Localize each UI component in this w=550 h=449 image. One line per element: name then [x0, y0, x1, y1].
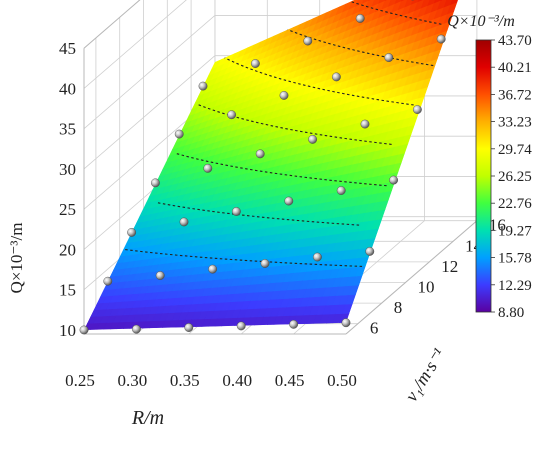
x-tick-label: 0.45: [275, 371, 305, 390]
colorbar-tick-label: 15.78: [498, 251, 532, 267]
colorbar-tick-label: 43.70: [498, 33, 532, 49]
grid-line: [83, 15, 216, 130]
axis-edge: [83, 0, 141, 49]
colorbar-tick-label: 33.23: [498, 115, 532, 131]
contour-line: [176, 153, 387, 187]
data-point: [103, 276, 113, 286]
tick-labels: 10 15 20 25 30 35 40 45 0.25 0.30 0.35 0.40 0.45 0.50…: [59, 39, 506, 390]
data-point: [331, 72, 341, 82]
y-tick-label: 6: [370, 319, 379, 338]
x-tick-label: 0.40: [222, 371, 252, 390]
colorbar-tick-label: 8.80: [498, 305, 524, 321]
contour-line: [350, 1, 442, 25]
z-tick-label: 45: [59, 39, 76, 58]
colorbar-tick-label: 26.25: [498, 169, 532, 185]
data-point: [308, 134, 317, 144]
data-point: [360, 119, 370, 129]
y-tick-label: 12: [441, 257, 458, 276]
data-point: [279, 91, 289, 100]
data-point: [341, 318, 351, 328]
colorbar-tick-label: 36.72: [498, 87, 532, 103]
colorbar-tick-label: 29.74: [498, 142, 532, 158]
data-points: [79, 0, 446, 335]
data-point: [79, 325, 89, 335]
data-point: [365, 247, 375, 256]
axis-edge: [345, 220, 478, 335]
data-point: [208, 264, 218, 274]
data-point: [236, 321, 246, 331]
y-tick-label: 8: [394, 298, 403, 317]
y-axis-label: v₁/m·s⁻¹: [401, 345, 449, 405]
x-axis-label: R/m: [131, 407, 164, 429]
data-point: [250, 59, 260, 68]
contour-line: [124, 248, 363, 268]
data-point: [127, 228, 137, 237]
z-axis-label: Q×10⁻³/m: [7, 223, 26, 294]
colorbar-title: Q×10⁻³/m: [447, 13, 515, 30]
y-tick-label: 10: [418, 278, 435, 297]
colorbar-tick-label: 40.21: [498, 60, 532, 76]
z-tick-label: 40: [59, 79, 76, 98]
contour-line: [156, 201, 360, 226]
data-point: [336, 186, 346, 195]
data-point: [412, 105, 422, 114]
z-tick-label: 15: [59, 281, 76, 300]
z-tick-label: 10: [59, 321, 76, 340]
z-tick-label: 25: [59, 200, 76, 219]
contour-line: [287, 29, 434, 67]
data-point: [389, 175, 398, 185]
data-point: [231, 207, 241, 216]
colorbar-gradient: [475, 39, 492, 313]
data-point: [384, 53, 394, 62]
data-point: [155, 271, 165, 280]
data-point: [303, 36, 313, 46]
data-point: [198, 81, 208, 91]
data-point: [184, 323, 194, 332]
data-point: [312, 252, 322, 262]
z-tick-label: 35: [59, 120, 76, 139]
grid-line: [83, 0, 141, 49]
data-point: [179, 217, 189, 227]
contour-line: [198, 104, 392, 145]
data-point: [150, 178, 160, 188]
data-point: [131, 324, 141, 334]
data-point: [174, 129, 184, 139]
data-point: [289, 319, 298, 329]
data-point: [260, 259, 270, 268]
y-tick-label: 16: [489, 216, 506, 235]
grid-line: [83, 0, 187, 89]
colorbar-tick-label: 22.76: [498, 196, 532, 212]
contour-line: [224, 57, 414, 106]
data-point: [436, 34, 446, 44]
x-tick-label: 0.30: [118, 371, 148, 390]
grid-line: [83, 55, 216, 170]
x-tick-label: 0.25: [65, 371, 95, 390]
data-point: [255, 149, 265, 159]
colorbar-tick-label: 19.27: [498, 223, 532, 239]
data-point: [203, 163, 213, 173]
contours: [124, 1, 442, 268]
x-tick-label: 0.35: [170, 371, 200, 390]
z-tick-label: 30: [59, 160, 76, 179]
x-tick-label: 0.50: [327, 371, 357, 390]
colorbar: Q×10⁻³/m 43.70 40.21 36.72 33.23 29.74 26.25 2…: [447, 13, 532, 321]
data-point: [355, 14, 365, 23]
colorbar-tick-label: 12.29: [498, 278, 532, 294]
data-point: [227, 110, 237, 120]
data-point: [284, 196, 294, 206]
z-tick-label: 20: [59, 240, 76, 259]
